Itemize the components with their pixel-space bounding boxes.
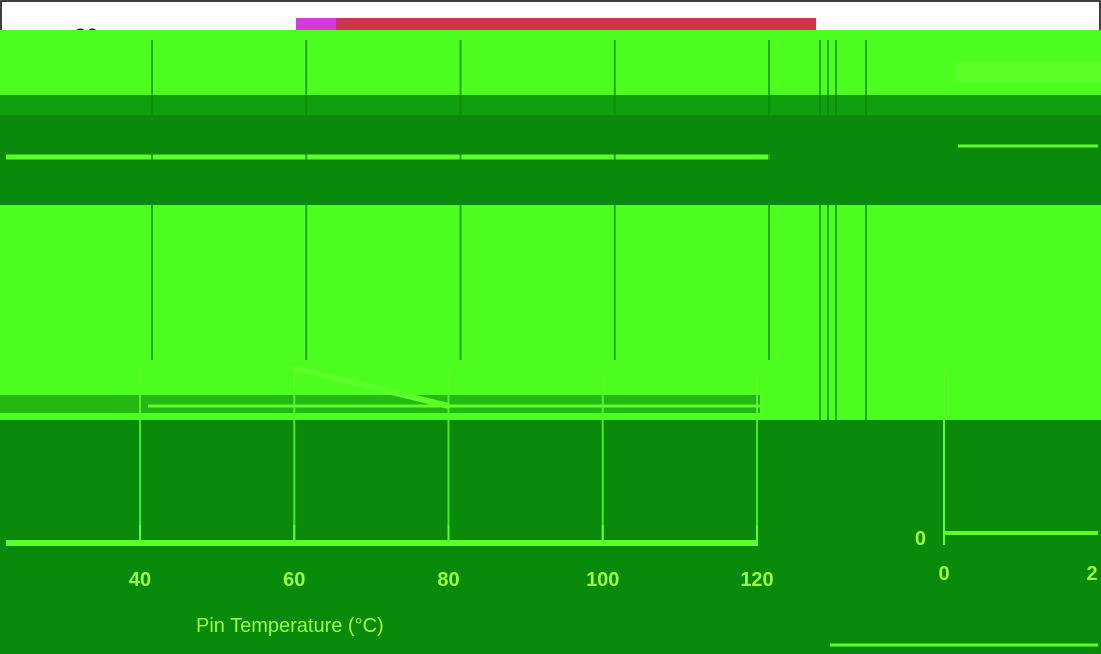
band-0 [0, 30, 1101, 62]
band-1 [0, 62, 1101, 95]
series-layer [292, 365, 451, 409]
right-tick-layer: 0 2 0 [915, 528, 1098, 585]
right-x-tick-label-1: 2 [1086, 563, 1097, 585]
x-tick-layer: 40 60 80 100 120 [129, 525, 774, 591]
band-3 [0, 115, 1101, 205]
x-axis-title: Pin Temperature (°C) [196, 615, 384, 637]
series-point-0-1 [446, 404, 451, 408]
series-line-0 [293, 365, 450, 409]
x-tick-label-0: 40 [129, 569, 151, 591]
band-4 [0, 205, 1101, 370]
right-y-tick-label-0: 0 [915, 528, 926, 550]
background-bands [0, 30, 1101, 654]
band-2 [0, 95, 1101, 115]
band-6 [0, 420, 1101, 545]
grid-lines [6, 40, 1098, 647]
right-x-tick-label-0: 0 [938, 563, 949, 585]
x-tick-label-2: 80 [437, 569, 459, 591]
x-tick-label-4: 120 [740, 569, 773, 591]
band-7 [0, 545, 1101, 654]
x-tick-label-1: 60 [283, 569, 305, 591]
series-point-0-0 [292, 366, 297, 370]
x-tick-label-3: 100 [586, 569, 619, 591]
band-strip [0, 395, 760, 413]
band-right [955, 62, 1101, 82]
